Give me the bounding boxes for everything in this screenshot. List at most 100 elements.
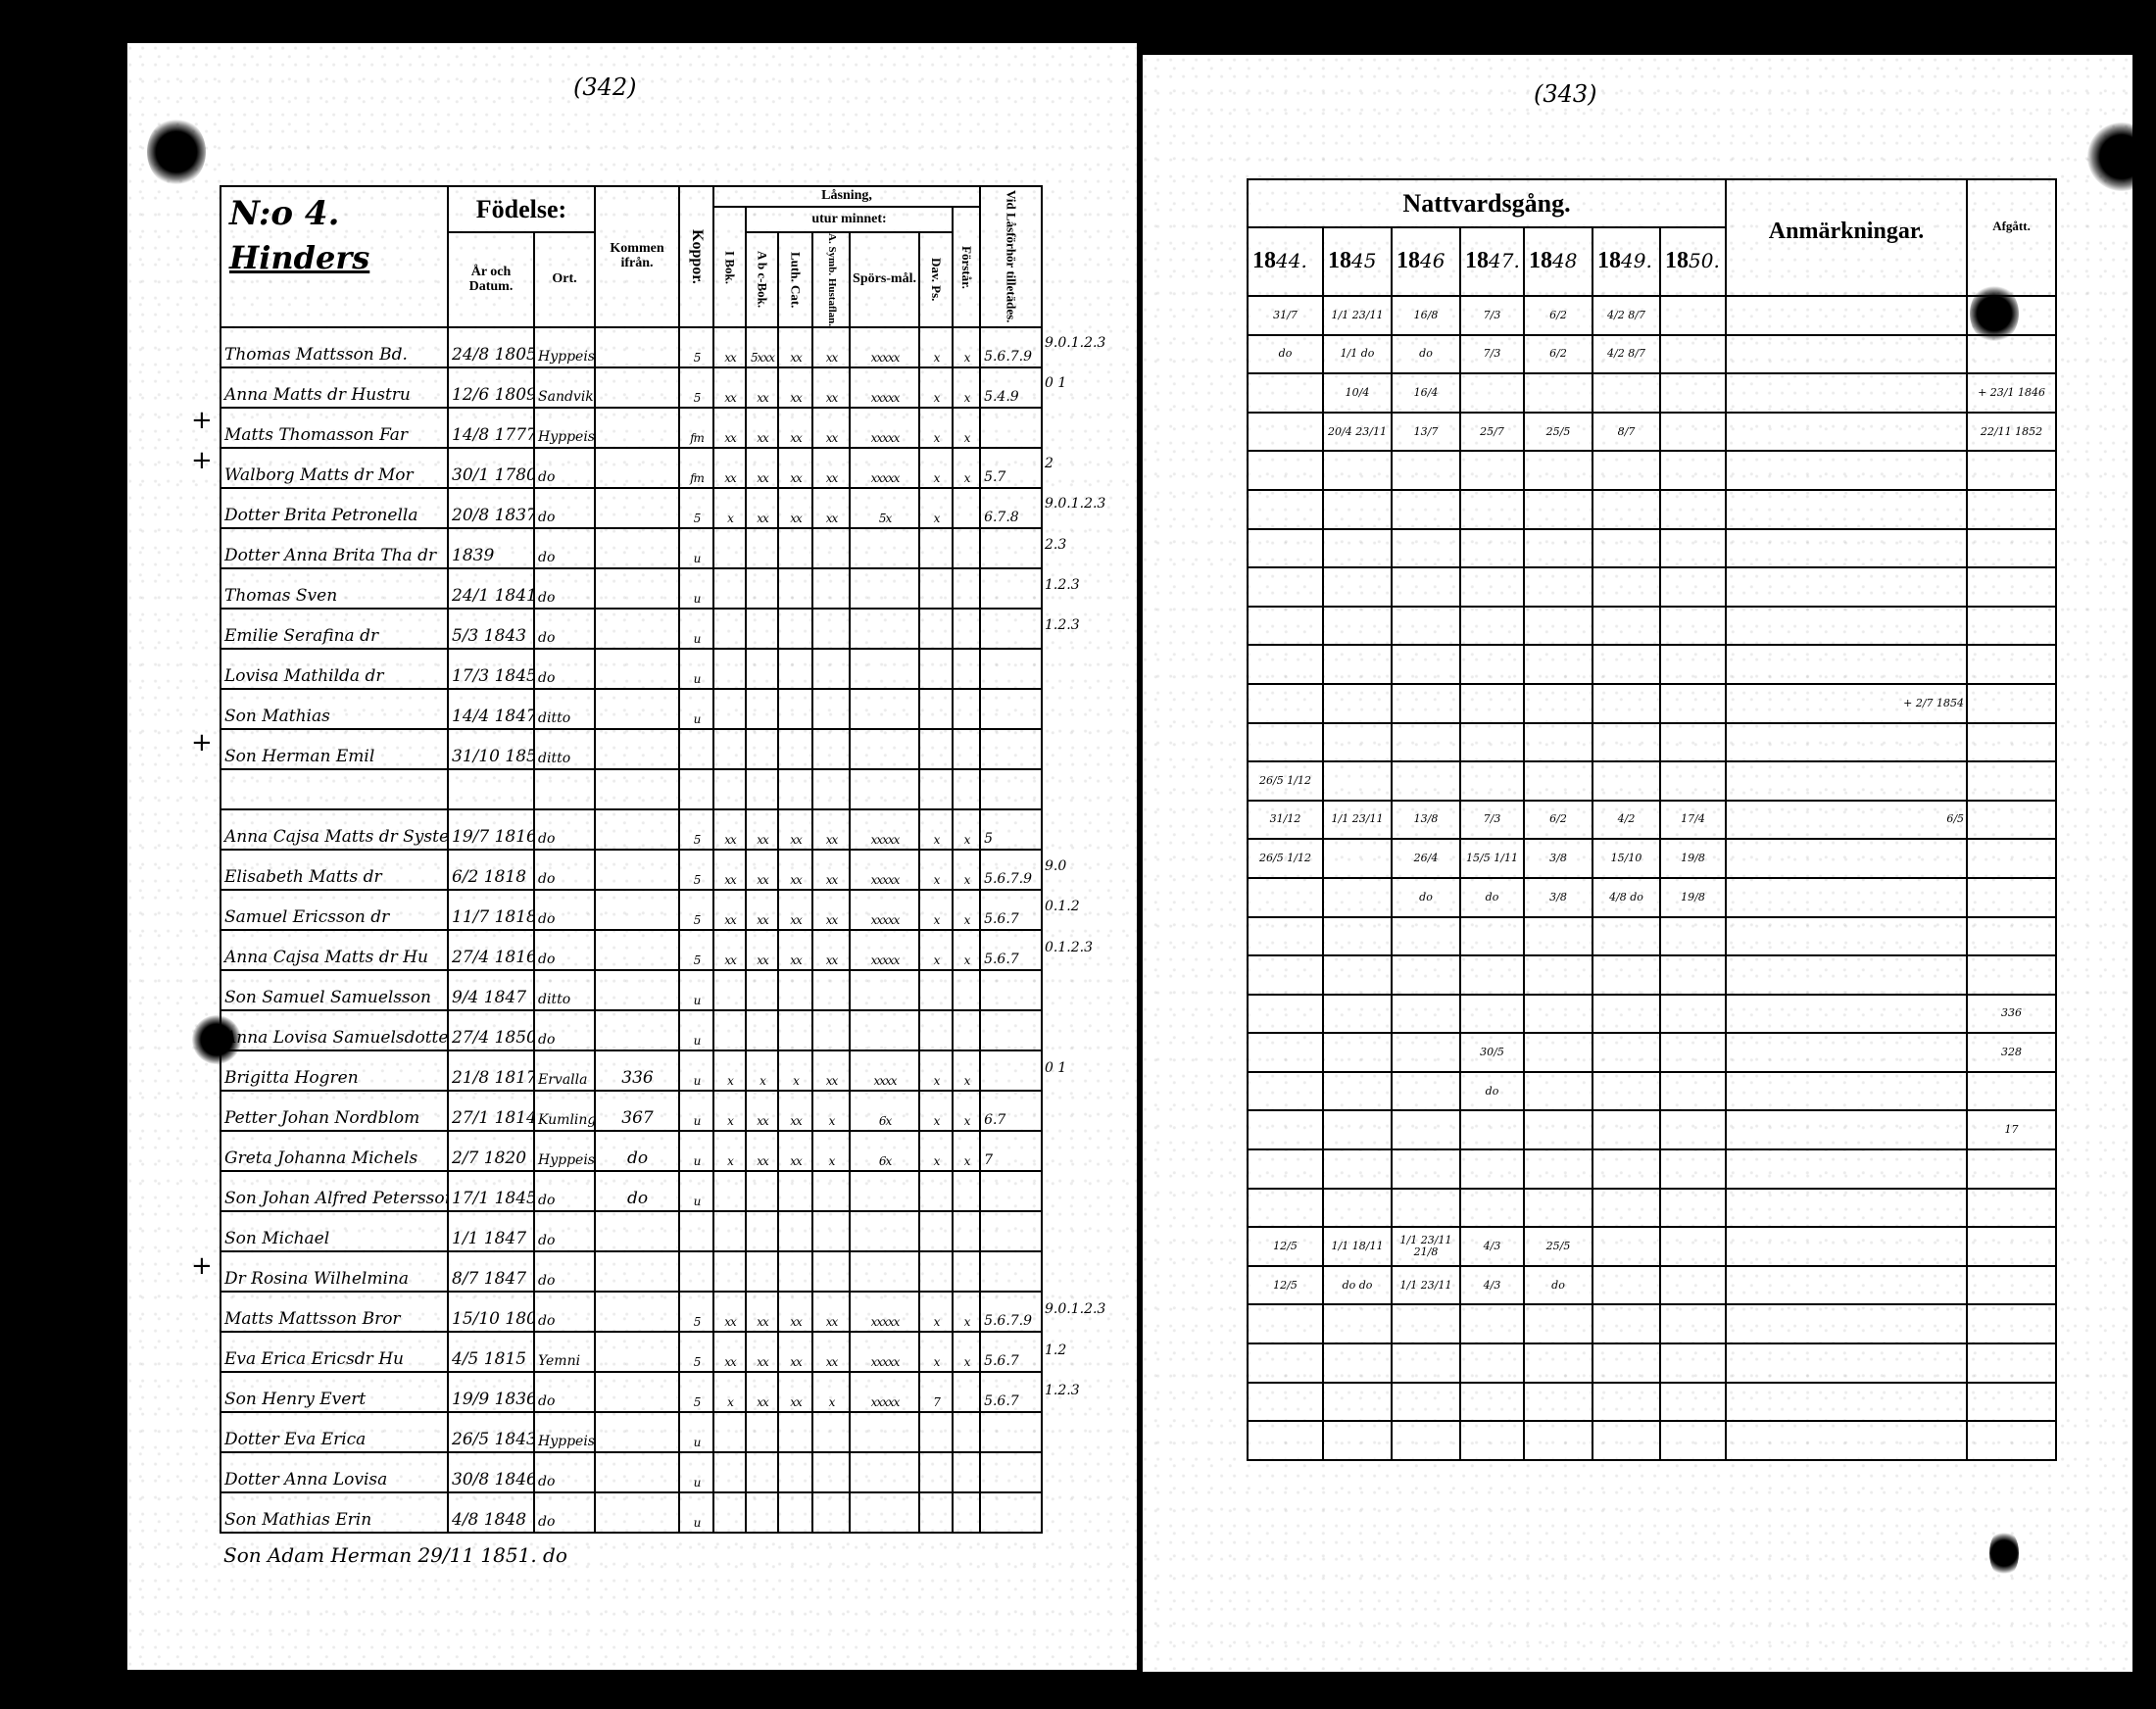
dav-ps-cell	[918, 1451, 955, 1494]
i-bok-cell: x	[712, 487, 748, 530]
luth-cat-cell	[777, 969, 814, 1012]
birth-date-cell: 17/3 1845	[447, 648, 535, 691]
communion-date-cell	[1592, 1187, 1661, 1229]
remarks-cell	[1725, 1264, 1969, 1306]
forstar-cell: x	[952, 1130, 982, 1173]
vid-lasforhor-cell	[979, 969, 1044, 1012]
forstar-cell	[952, 1411, 982, 1454]
koppor-cell: u	[678, 567, 715, 610]
name-cell: Son Mathias Erin	[220, 1491, 449, 1535]
koppor-cell: u	[678, 1491, 715, 1535]
table-row: Anna Cajsa Matts dr Syster 19/7 1816 do 5 xx…	[220, 808, 1044, 852]
communion-date-cell: 4/3	[1459, 1226, 1525, 1267]
i-bok-cell	[712, 1451, 748, 1494]
communion-date-cell	[1523, 721, 1593, 763]
remarks-cell	[1725, 488, 1969, 530]
remarks-cell	[1725, 1303, 1969, 1345]
communion-date-cell	[1592, 527, 1661, 569]
koppor-cell	[678, 728, 715, 771]
communion-date-cell	[1523, 372, 1593, 414]
abc-bok-cell	[745, 527, 780, 570]
communion-date-cell: do	[1459, 1070, 1525, 1112]
communion-date-cell	[1523, 1148, 1593, 1190]
communion-date-cell	[1391, 1303, 1461, 1345]
communion-date-cell	[1322, 605, 1393, 647]
birth-place-cell: do	[532, 849, 597, 892]
abc-bok-cell: xx	[745, 366, 780, 410]
symb-cell	[811, 1009, 852, 1052]
name-cell: Son Henry Evert	[220, 1371, 449, 1414]
entry-number: N:o 4.	[229, 194, 340, 233]
sporsmal-cell: xxxxx	[849, 447, 921, 490]
came-from-cell	[594, 1009, 681, 1052]
departed-cell	[1966, 1343, 2058, 1384]
remarks-cell	[1725, 1226, 1969, 1267]
communion-date-cell	[1658, 1070, 1728, 1112]
luth-cat-cell: xx	[777, 929, 814, 972]
symb-cell: xx	[811, 326, 852, 369]
dav-ps-cell: x	[918, 326, 955, 369]
departed-cell	[1966, 1381, 2058, 1423]
birth-place-cell: do	[532, 1291, 597, 1334]
forstar-cell	[952, 608, 982, 651]
departed-cell	[1966, 915, 2058, 957]
table-row	[1247, 644, 2058, 685]
sporsmal-cell	[849, 648, 921, 691]
table-row: Son Mathias 14/4 1847 ditto u	[220, 688, 1044, 731]
birth-date-cell: 24/8 1805	[447, 326, 535, 369]
communion-date-cell	[1322, 1187, 1393, 1229]
departed-cell	[1966, 721, 2058, 763]
luth-cat-cell: xx	[777, 889, 814, 932]
luth-cat-cell	[777, 1170, 814, 1213]
symb-cell	[811, 1451, 852, 1494]
birth-date-cell: 30/1 1780	[447, 447, 535, 490]
vid-lasforhor-cell	[979, 1009, 1044, 1052]
abc-bok-cell: xx	[745, 1371, 780, 1414]
came-from-cell	[594, 1291, 681, 1334]
name-cell: Anna Lovisa Samuelsdotter	[220, 1009, 449, 1052]
i-bok-cell	[712, 768, 748, 811]
communion-date-cell	[1592, 1226, 1661, 1267]
vid-lasforhor-cell: 5.6.7.9	[979, 849, 1044, 892]
remarks-cell	[1725, 1343, 1969, 1384]
vid-lasforhor-cell	[979, 407, 1044, 450]
came-from-cell	[594, 1250, 681, 1294]
abc-bok-cell	[745, 688, 780, 731]
communion-date-cell	[1592, 682, 1661, 724]
i-bok-cell	[712, 1411, 748, 1454]
name-cell: Matts Thomasson Far	[220, 407, 449, 450]
table-row: Eva Erica Ericsdr Hu 4/5 1815 Yemni 5 xx xx xx…	[220, 1331, 1044, 1374]
margin-note: 2	[1045, 456, 1054, 472]
abc-bok-cell	[745, 1491, 780, 1535]
communion-date-cell	[1658, 1303, 1728, 1345]
table-row: Matts Thomasson Far 14/8 1777 Hyppeis fm xx x…	[220, 407, 1044, 450]
i-bok-cell: xx	[712, 447, 748, 490]
year-suffix: 49.	[1621, 249, 1652, 273]
communion-date-cell: 26/5 1/12	[1247, 838, 1324, 879]
dav-ps-cell: x	[918, 1130, 955, 1173]
communion-date-cell	[1459, 566, 1525, 608]
communion-date-cell	[1247, 1109, 1324, 1151]
departed-cell	[1966, 1070, 2058, 1112]
year-suffix: 50.	[1689, 249, 1720, 273]
abc-bok-cell: xx	[745, 808, 780, 852]
communion-date-cell	[1592, 1303, 1661, 1345]
symb-cell: xx	[811, 366, 852, 410]
forstar-cell	[952, 1250, 982, 1294]
symb-cell	[811, 1170, 852, 1213]
communion-date-cell	[1322, 488, 1393, 530]
luth-cat-cell: xx	[777, 447, 814, 490]
symb-cell	[811, 728, 852, 771]
communion-date-cell	[1592, 566, 1661, 608]
birth-place-cell	[532, 768, 597, 811]
table-row	[1247, 1148, 2058, 1190]
dav-ps-cell: x	[918, 1291, 955, 1334]
communion-date-cell	[1322, 1109, 1393, 1151]
communion-date-cell: 16/8	[1391, 295, 1461, 336]
communion-date-cell	[1523, 1070, 1593, 1112]
vid-lasforhor-cell	[979, 768, 1044, 811]
i-bok-cell: x	[712, 1371, 748, 1414]
forstar-cell: x	[952, 1291, 982, 1334]
sporsmal-cell: xxxxx	[849, 929, 921, 972]
symb-cell	[811, 1210, 852, 1253]
